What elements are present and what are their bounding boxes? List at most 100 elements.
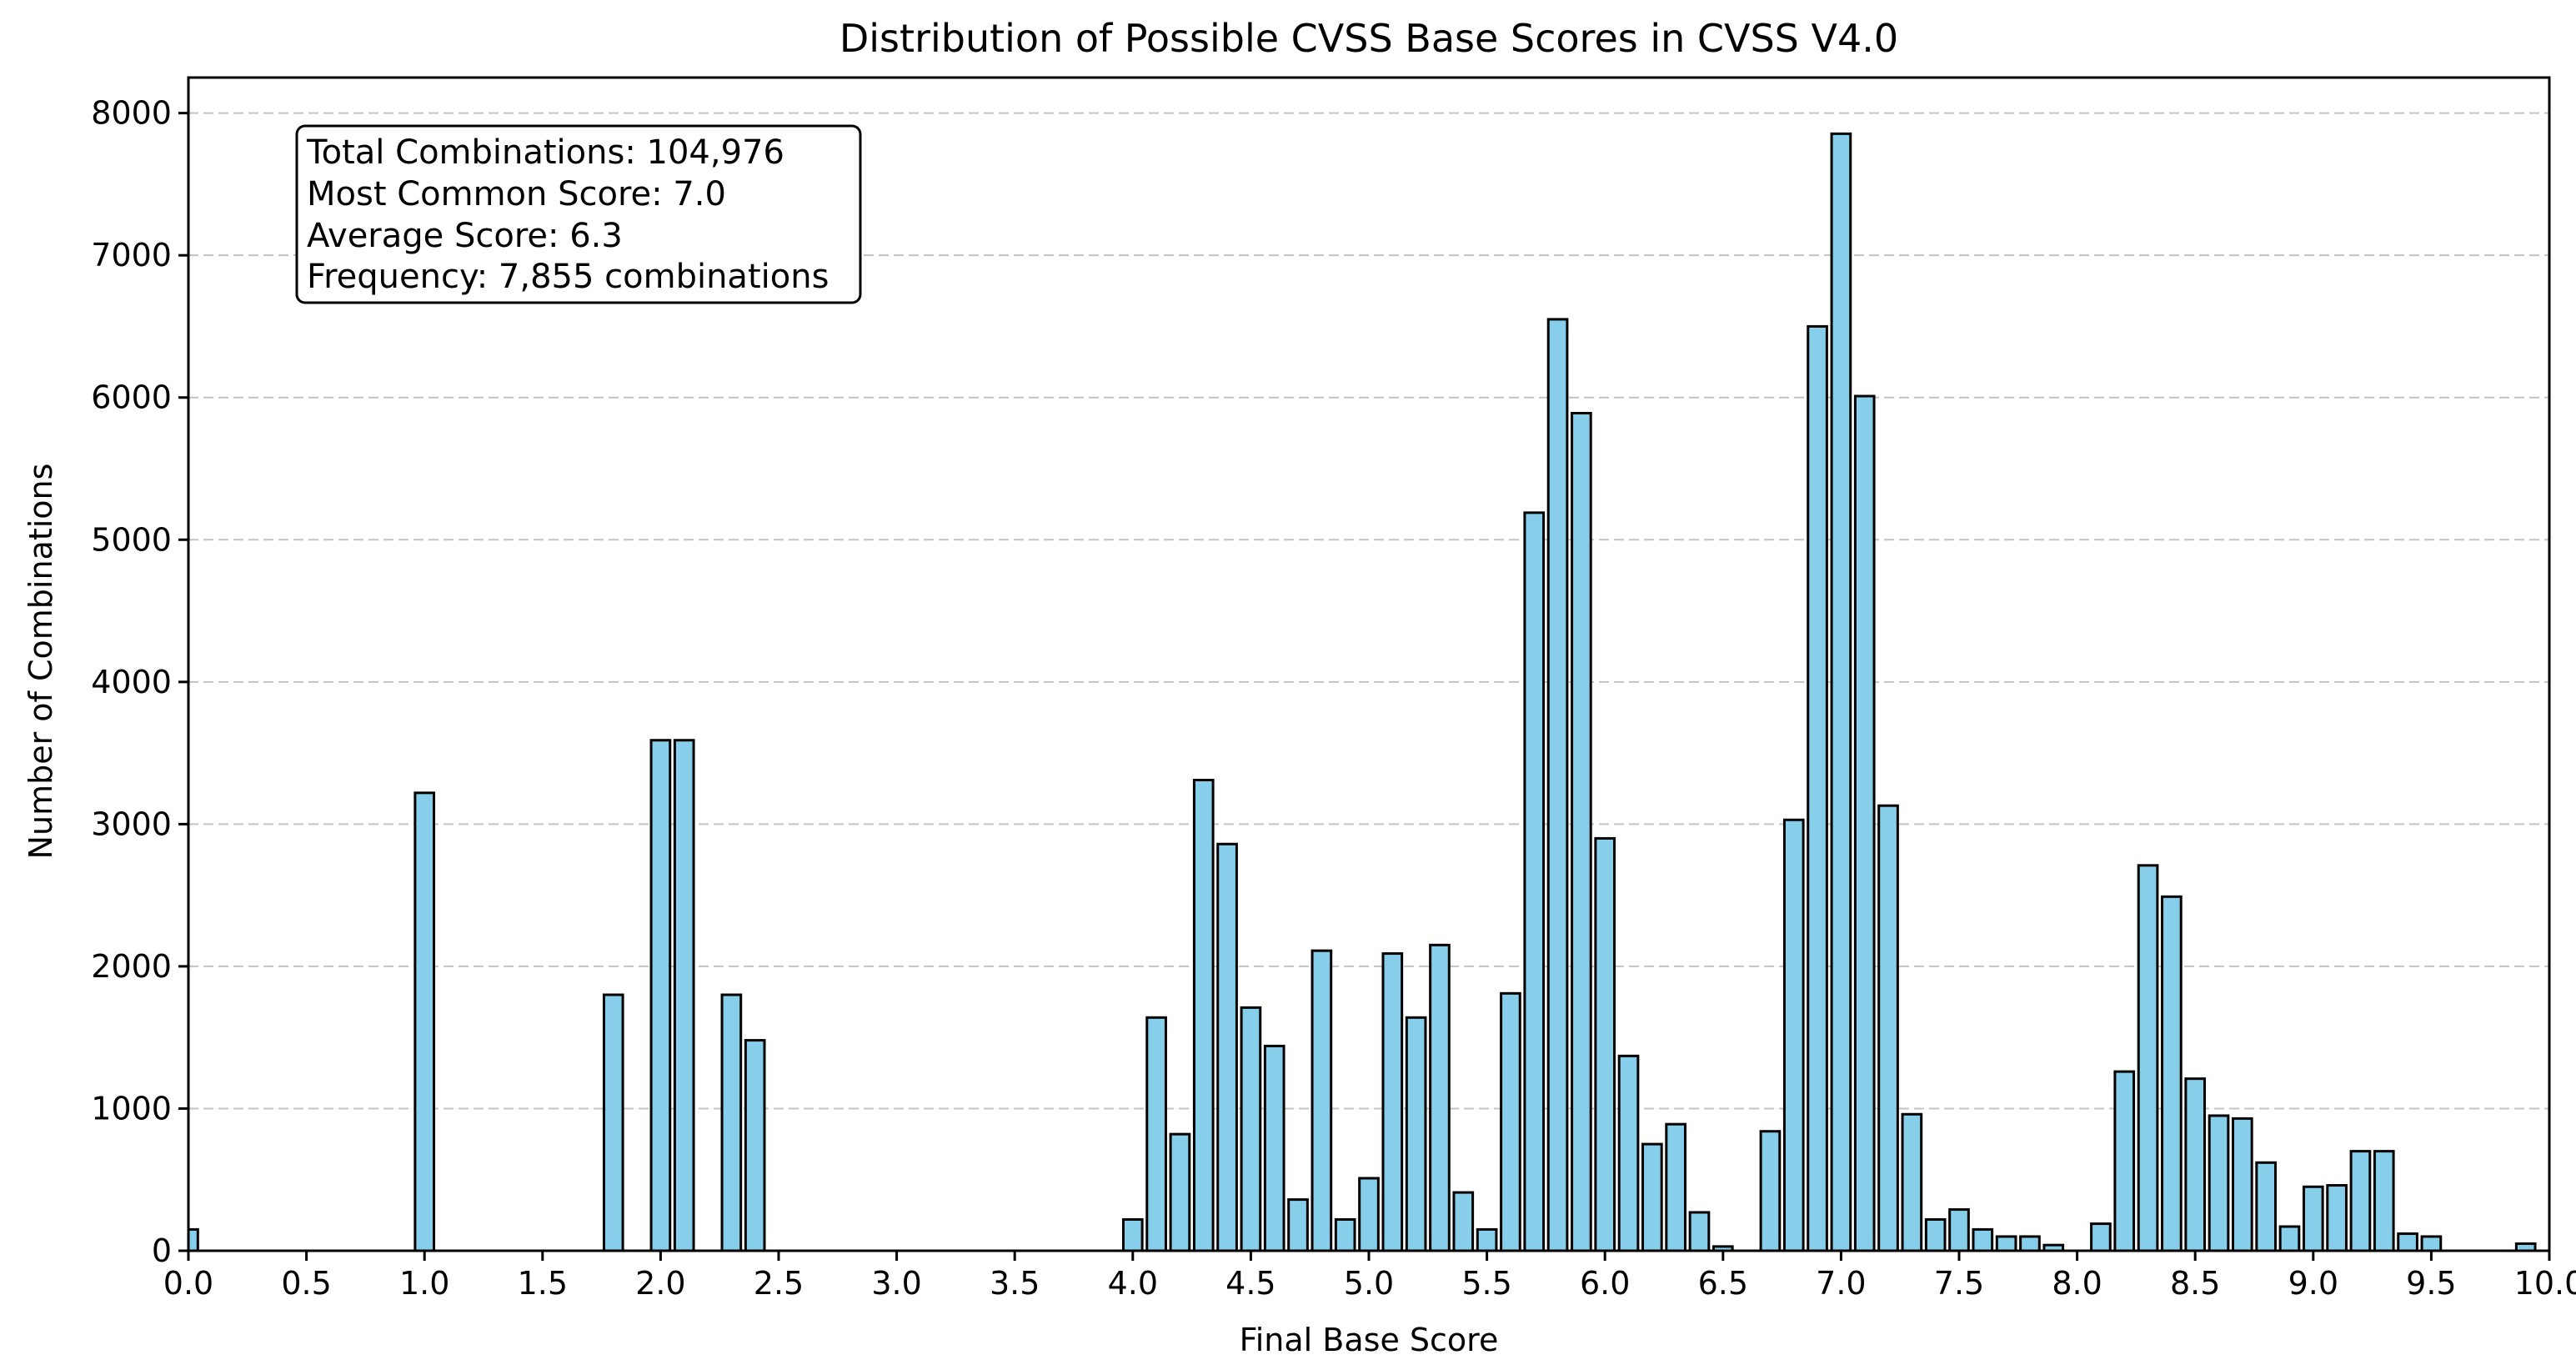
bar-4.7: [1287, 1198, 1309, 1252]
y-tick-label-1000: 1000: [91, 1090, 172, 1127]
bar-8.8: [2255, 1161, 2277, 1252]
bar-5.8: [1546, 318, 1569, 1252]
x-tick-label-5.0: 5.0: [1344, 1265, 1394, 1302]
bar-5.3: [1429, 943, 1451, 1252]
x-tick-label-6.0: 6.0: [1580, 1265, 1630, 1302]
x-tick-label-3.0: 3.0: [871, 1265, 921, 1302]
bar-1.8: [602, 993, 624, 1252]
x-tick-label-0.5: 0.5: [281, 1265, 331, 1302]
bar-4.4: [1216, 842, 1238, 1252]
y-tick-label-0: 0: [152, 1232, 172, 1269]
bar-4.0: [1121, 1217, 1144, 1252]
y-tick-label-3000: 3000: [91, 805, 172, 842]
bar-5.1: [1381, 952, 1404, 1252]
bar-2.1: [673, 739, 695, 1252]
x-tick-label-1.0: 1.0: [399, 1265, 449, 1302]
x-tick-label-5.5: 5.5: [1461, 1265, 1511, 1302]
x-tick-label-8.5: 8.5: [2170, 1265, 2220, 1302]
y-tick-label-4000: 4000: [91, 664, 172, 700]
bar-5.2: [1405, 1016, 1427, 1252]
bar-9.3: [2373, 1150, 2395, 1252]
bar-8.3: [2137, 864, 2159, 1252]
x-tick-label-4.0: 4.0: [1108, 1265, 1158, 1302]
chart-title: Distribution of Possible CVSS Base Score…: [839, 16, 1898, 61]
bar-9.0: [2302, 1185, 2324, 1252]
bar-1.0: [413, 791, 436, 1252]
bar-8.2: [2113, 1070, 2136, 1252]
bar-0.0: [187, 1227, 199, 1252]
x-tick-label-8.0: 8.0: [2052, 1265, 2102, 1302]
stats-most-common-score: Most Common Score: 7.0: [307, 175, 726, 213]
bar-5.9: [1571, 411, 1592, 1252]
bar-6.4: [1688, 1211, 1711, 1252]
x-tick-label-0.0: 0.0: [163, 1265, 213, 1302]
bar-5.5: [1476, 1227, 1498, 1252]
x-tick-label-3.5: 3.5: [990, 1265, 1040, 1302]
bar-6.8: [1782, 818, 1805, 1252]
x-tick-label-2.5: 2.5: [754, 1265, 804, 1302]
x-tick-label-7.0: 7.0: [1816, 1265, 1866, 1302]
bar-8.4: [2161, 895, 2183, 1252]
y-axis-ticks: 0 1000 2000 3000 4000 5000 6000 7000 8000: [91, 95, 188, 1269]
bar-7.0: [1830, 132, 1852, 1252]
x-axis-title: Final Base Score: [1240, 1322, 1499, 1358]
x-tick-label-1.5: 1.5: [518, 1265, 568, 1302]
bar-4.3: [1192, 778, 1215, 1252]
y-tick-label-8000: 8000: [91, 95, 172, 132]
bar-2.0: [649, 739, 672, 1252]
y-tick-label-5000: 5000: [91, 521, 172, 558]
bar-8.5: [2184, 1077, 2207, 1252]
bar-7.2: [1877, 804, 1899, 1252]
bar-6.7: [1759, 1130, 1782, 1252]
y-tick-label-2000: 2000: [91, 948, 172, 985]
bar-8.1: [2090, 1222, 2112, 1252]
bar-6.0: [1594, 836, 1616, 1252]
x-tick-label-7.5: 7.5: [1934, 1265, 1984, 1302]
bar-6.2: [1641, 1142, 1663, 1252]
x-tick-label-9.0: 9.0: [2288, 1265, 2338, 1302]
bar-7.6: [1972, 1227, 1994, 1252]
x-axis-ticks: 0.0 0.5 1.0 1.5 2.0 2.5 3.0 3.5 4.0 4.5 5.0 5.5 6.0 6…: [163, 1251, 2576, 1302]
stats-box-background: [295, 124, 862, 304]
bar-9.2: [2349, 1150, 2372, 1252]
bar-7.7: [1995, 1235, 2017, 1252]
bar-5.4: [1452, 1191, 1475, 1252]
x-tick-label-10.0: 10.0: [2514, 1265, 2576, 1302]
bar-9.1: [2326, 1184, 2348, 1252]
bar-2.3: [720, 993, 743, 1252]
y-axis-title: Number of Combinations: [23, 464, 59, 860]
bar-4.5: [1240, 1006, 1262, 1252]
y-tick-label-7000: 7000: [91, 237, 172, 273]
x-tick-label-4.5: 4.5: [1225, 1265, 1275, 1302]
stats-annotation-box: Total Combinations: 104,976 Most Common …: [295, 124, 862, 304]
bar-2.4: [744, 1039, 766, 1252]
bar-6.9: [1807, 324, 1828, 1252]
bar-7.4: [1924, 1217, 1947, 1252]
bar-9.4: [2397, 1232, 2418, 1252]
bar-4.6: [1263, 1044, 1285, 1252]
bar-5.6: [1500, 991, 1521, 1252]
bar-9.5: [2420, 1235, 2443, 1252]
bar-4.1: [1145, 1016, 1167, 1252]
stats-total-combinations: Total Combinations: 104,976: [306, 133, 784, 172]
bar-5.0: [1358, 1177, 1380, 1252]
bar-6.3: [1665, 1122, 1686, 1252]
bar-5.7: [1523, 511, 1546, 1252]
bar-4.9: [1334, 1217, 1356, 1252]
bar-8.6: [2208, 1114, 2230, 1252]
bar-7.5: [1948, 1208, 1970, 1252]
bar-6.1: [1617, 1054, 1640, 1252]
x-tick-label-9.5: 9.5: [2406, 1265, 2456, 1302]
bar-8.9: [2278, 1225, 2301, 1252]
stats-frequency: Frequency: 7,855 combinations: [307, 258, 829, 296]
bar-8.7: [2232, 1117, 2253, 1252]
bar-7.3: [1901, 1112, 1923, 1252]
y-tick-label-6000: 6000: [91, 379, 172, 416]
x-tick-label-2.0: 2.0: [635, 1265, 685, 1302]
bar-7.1: [1853, 394, 1876, 1252]
stats-average-score: Average Score: 6.3: [307, 217, 623, 255]
bar-4.8: [1311, 949, 1333, 1252]
bar-7.8: [2019, 1235, 2041, 1252]
